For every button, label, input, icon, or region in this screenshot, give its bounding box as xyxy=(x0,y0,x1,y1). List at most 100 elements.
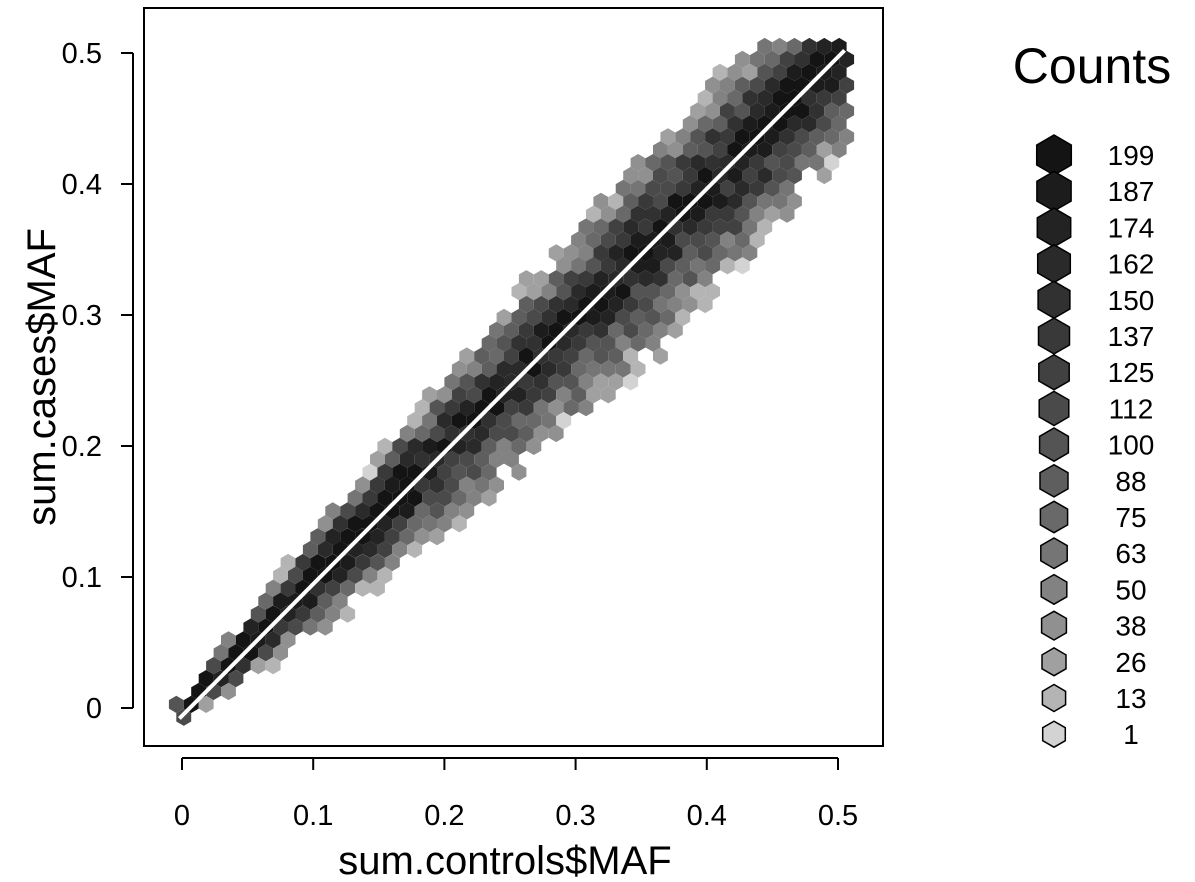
hexbin-cell xyxy=(481,489,497,507)
hexbin-cell xyxy=(370,579,385,597)
hexbin-cell xyxy=(720,102,735,120)
hexbin-cell xyxy=(526,411,542,430)
hexbin-cell xyxy=(600,386,616,404)
hexbin-cell xyxy=(720,179,735,197)
hexbin-cell xyxy=(645,205,661,223)
hexbin-cell xyxy=(779,128,795,146)
hexbin-cell xyxy=(414,528,430,546)
hexbin-cell xyxy=(198,695,214,713)
hexbin-cell xyxy=(533,424,549,443)
hexbin-cell xyxy=(824,128,840,146)
hexbin-cell xyxy=(302,540,318,559)
hexbin-cell xyxy=(489,373,504,391)
hexbin-cell xyxy=(779,50,795,68)
hexbin-cell xyxy=(608,347,624,365)
hexbin-cell xyxy=(794,102,810,120)
hexbin-cell xyxy=(749,102,765,120)
hexbin-cell xyxy=(511,463,527,481)
hexbin-cell xyxy=(638,270,653,288)
hexbin-cell xyxy=(772,166,787,185)
hexbin-cell xyxy=(660,154,676,172)
hexbin-cell xyxy=(370,553,385,572)
hexbin-cell xyxy=(541,386,557,404)
hexbin-cell xyxy=(690,154,706,172)
hexbin-cell xyxy=(660,308,676,326)
hexbin-cell xyxy=(325,579,341,597)
hexbin-cell xyxy=(623,295,639,314)
hexbin-cell xyxy=(548,295,564,314)
hexbin-cell xyxy=(556,360,572,378)
hexbin-cell xyxy=(675,154,691,172)
hexbin-cell xyxy=(794,154,810,172)
hexbin-cell xyxy=(653,295,668,314)
hexbin-cell xyxy=(399,424,415,443)
hexbin-cell xyxy=(660,128,676,146)
hexbin-cell xyxy=(280,631,296,649)
hexbin-cell xyxy=(407,411,423,430)
hexbin-cell xyxy=(280,605,296,623)
hexbin-cell xyxy=(332,515,348,533)
hexbin-cell xyxy=(660,283,676,301)
hexbin-cell xyxy=(831,63,847,81)
y-tick-label: 0.3 xyxy=(62,300,102,332)
hexbin-cell xyxy=(794,128,810,146)
hexbin-cell xyxy=(727,244,743,262)
hexbin-cell xyxy=(630,283,646,301)
hexbin-cell xyxy=(444,476,460,494)
y-axis-title: sum.cases$MAF xyxy=(20,228,64,526)
hexbin-cell xyxy=(615,179,631,197)
hexbin-cell xyxy=(779,154,795,172)
hexbin-cell xyxy=(518,270,534,288)
hexbin-cell xyxy=(355,579,370,597)
hexbin-cell xyxy=(392,463,408,481)
hexbin-cell xyxy=(206,657,221,675)
hexbin-cell xyxy=(265,657,281,675)
x-tick-label: 0.3 xyxy=(555,800,595,832)
hexbin-cell xyxy=(526,283,542,301)
legend-label: 112 xyxy=(1109,393,1154,424)
hexbin-cell xyxy=(697,270,713,288)
legend-swatch xyxy=(1040,537,1068,570)
hexbin-cell xyxy=(608,218,624,236)
hexbin-cell xyxy=(429,502,445,520)
hexbin-cell xyxy=(831,89,847,107)
hexbin-cell xyxy=(615,283,631,301)
hexbin-cell xyxy=(250,605,266,623)
hexbin-cell xyxy=(504,450,519,468)
hexbin-cell xyxy=(630,205,646,223)
hexbin-cell xyxy=(787,192,802,210)
hexbin-cell xyxy=(422,437,437,455)
hexbin-cell xyxy=(459,450,475,468)
hexbin-cell xyxy=(757,218,773,236)
hexbin-cell xyxy=(518,424,534,443)
hexbin-cell xyxy=(518,373,534,391)
hexbin-cell xyxy=(742,244,758,262)
hexbin-cell xyxy=(705,231,720,249)
hexbin-cell xyxy=(556,283,572,301)
hexbin-cell xyxy=(720,231,735,249)
hexbin-cell xyxy=(697,295,713,314)
hexbin-cell xyxy=(526,308,542,326)
hexbin-cell xyxy=(772,192,787,210)
hexbin-cell xyxy=(347,566,363,584)
hexbin-cell xyxy=(563,295,579,314)
hexbin-cell xyxy=(459,424,475,443)
hexbin-cell xyxy=(422,515,437,533)
hexbin-cell xyxy=(370,476,385,494)
hexbin-cell xyxy=(675,179,691,197)
hexbin-cell xyxy=(481,386,497,404)
hexbin-cell xyxy=(504,321,519,339)
hexbin-cell xyxy=(839,128,855,146)
hexbin-cell xyxy=(734,76,750,94)
hexbin-cell xyxy=(563,373,579,391)
hexbin-cell xyxy=(630,334,646,352)
hexbin-cell xyxy=(481,334,497,352)
hexbin-cell xyxy=(451,515,467,533)
hexbin-cell xyxy=(682,166,698,185)
hexbin-cell xyxy=(787,141,802,159)
hexbin-cell xyxy=(444,502,460,520)
hexbin-cell xyxy=(682,295,698,314)
hexbin-cell xyxy=(742,192,758,210)
hexbin-cell xyxy=(213,644,229,662)
hexbin-cell xyxy=(615,308,631,326)
